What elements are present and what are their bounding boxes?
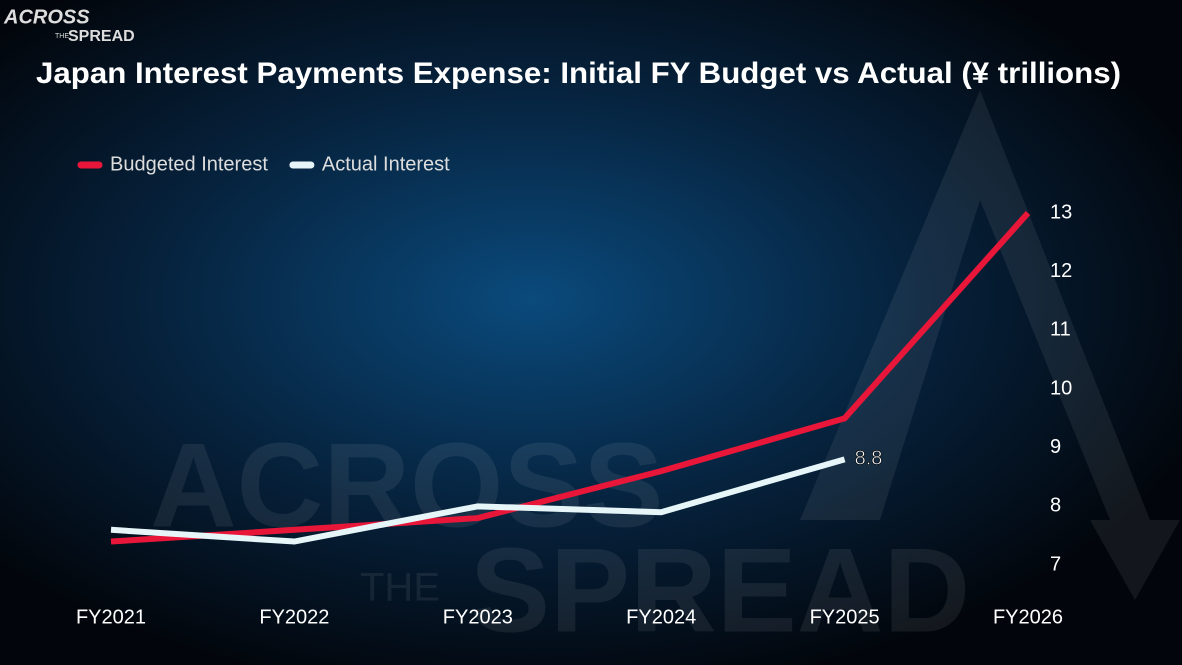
y-tick-label: 8 [1050,495,1061,517]
logo-text: SPREAD [68,28,135,45]
y-tick-label: 7 [1050,553,1061,575]
data-label: 8.8 [855,448,883,470]
y-tick-label: 13 [1050,201,1072,223]
watermark: ACROSS THE SPREAD [150,90,1180,658]
watermark-text: ACROSS [150,419,663,553]
y-tick-label: 12 [1050,260,1072,282]
x-tick-label: FY2026 [993,606,1063,628]
y-tick-label: 10 [1050,377,1072,399]
y-tick-label: 9 [1050,436,1061,458]
x-tick-label: FY2023 [443,606,513,628]
legend-label: Budgeted Interest [110,153,268,175]
logo: ACROSS THE SPREAD [3,6,135,45]
x-tick-label: FY2021 [76,606,146,628]
series-line [110,211,1031,545]
x-tick-label: FY2022 [259,606,329,628]
logo-text: THE [55,33,69,40]
chart-title: Japan Interest Payments Expense: Initial… [36,57,1121,90]
watermark-text: SPREAD [470,524,970,658]
y-tick-label: 11 [1050,319,1071,341]
watermark-text: THE [360,566,440,610]
watermark-a [800,90,1180,600]
x-tick-label: FY2024 [626,606,696,628]
series-line [110,456,846,545]
x-tick-label: FY2025 [810,606,880,628]
logo-text: ACROSS [3,6,90,28]
legend-label: Actual Interest [322,153,450,175]
